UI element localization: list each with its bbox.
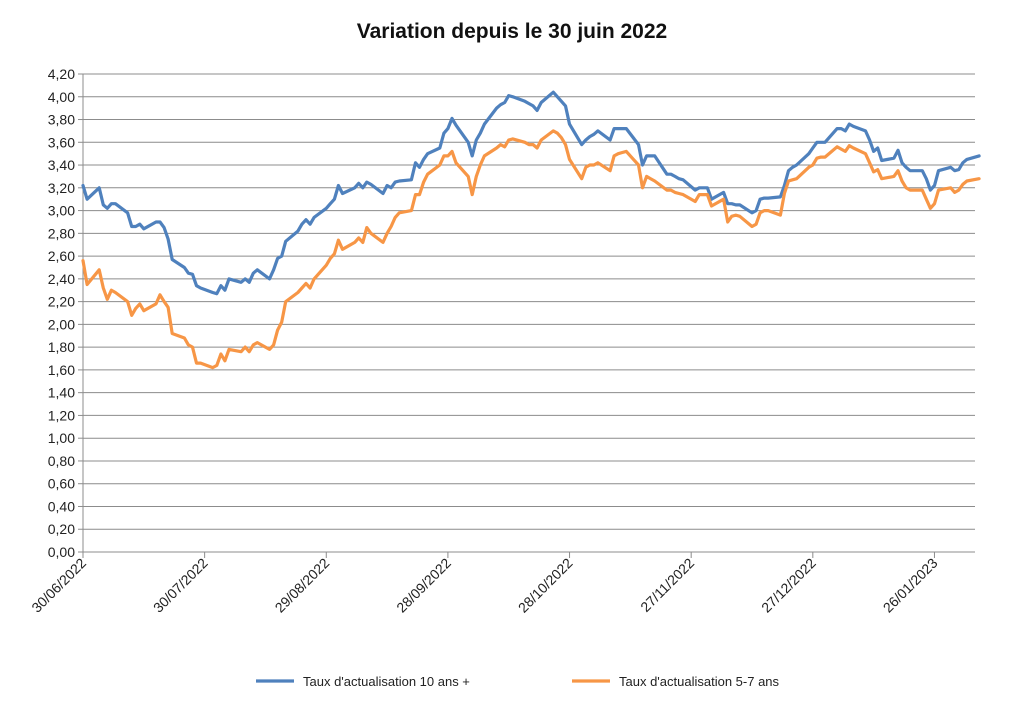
y-tick-label: 1,40 (48, 385, 75, 401)
chart-title: Variation depuis le 30 juin 2022 (357, 20, 667, 43)
x-tick-label: 29/08/2022 (272, 555, 333, 616)
series-line-1 (81, 90, 981, 296)
legend: Taux d'actualisation 10 ans + Taux d'actu… (256, 674, 780, 689)
series-line-2 (81, 129, 981, 370)
y-tick-label: 2,20 (48, 294, 75, 310)
x-axis-ticks: 30/06/2022 30/07/2022 29/08/2022 28/09/2022… (28, 552, 941, 616)
y-tick-label: 1,60 (48, 362, 75, 378)
x-tick-label: 30/06/2022 (28, 555, 89, 616)
x-tick-label: 30/07/2022 (150, 555, 211, 616)
y-tick-label: 1,20 (48, 407, 75, 423)
y-tick-label: 1,00 (48, 430, 75, 446)
y-tick-label: 3,60 (48, 134, 75, 150)
y-tick-label: 4,20 (48, 66, 75, 82)
y-tick-label: 0,80 (48, 453, 75, 469)
axes (82, 74, 975, 553)
y-tick-label: 2,80 (48, 225, 75, 241)
y-tick-label: 2,40 (48, 271, 75, 287)
y-tick-label: 3,00 (48, 203, 75, 219)
y-tick-label: 0,20 (48, 521, 75, 537)
gridlines (83, 73, 975, 530)
y-tick-label: 2,00 (48, 316, 75, 332)
y-tick-label: 3,40 (48, 157, 75, 173)
y-tick-label: 0,40 (48, 498, 75, 514)
series-lines (81, 90, 981, 370)
y-tick-label: 0,00 (48, 544, 75, 560)
y-tick-label: 3,80 (48, 112, 75, 128)
y-tick-label: 2,60 (48, 248, 75, 264)
y-tick-label: 1,80 (48, 339, 75, 355)
x-tick-label: 27/12/2022 (758, 555, 819, 616)
legend-label-2: Taux d'actualisation 5-7 ans (619, 674, 780, 689)
x-tick-label: 26/01/2023 (880, 555, 941, 616)
y-tick-label: 0,60 (48, 476, 75, 492)
x-tick-label: 28/10/2022 (515, 555, 576, 616)
y-tick-label: 3,20 (48, 180, 75, 196)
legend-label-1: Taux d'actualisation 10 ans + (303, 674, 470, 689)
x-tick-label: 27/11/2022 (637, 555, 697, 615)
y-axis-ticks: 0,00 0,20 0,40 0,60 0,80 1,00 1,20 1,40 1,60 1,80… (48, 66, 83, 560)
y-tick-label: 4,00 (48, 89, 75, 105)
x-tick-label: 28/09/2022 (393, 555, 454, 616)
